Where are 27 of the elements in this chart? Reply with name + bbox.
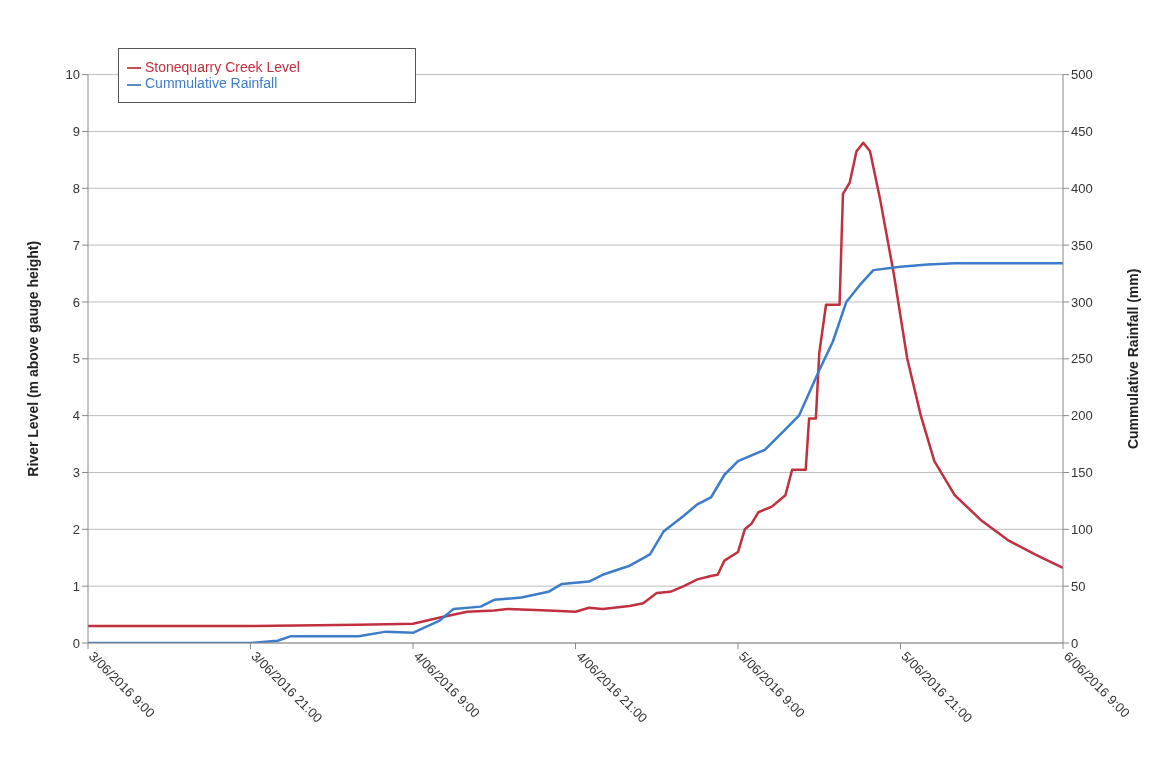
y2-tick-label: 450 xyxy=(1071,124,1093,140)
y2-tick-label: 400 xyxy=(1071,180,1093,196)
y2-tick-label: 250 xyxy=(1071,351,1093,367)
y-tick-label: 0 xyxy=(72,635,80,651)
line-series xyxy=(88,141,1063,628)
y-tick-label: 1 xyxy=(72,578,80,594)
y-tick-label: 7 xyxy=(72,237,80,253)
legend-label: Cummulative Rainfall xyxy=(145,75,278,92)
y-axis-title: River Level (m above gauge height) xyxy=(24,240,41,477)
y2-tick-label: 200 xyxy=(1071,408,1093,424)
y2-tick-label: 350 xyxy=(1071,237,1093,253)
y2-tick-label: 150 xyxy=(1071,465,1093,481)
y2-tick-label: 0 xyxy=(1071,635,1079,651)
y-tick-label: 8 xyxy=(72,180,80,196)
y-tick-label: 9 xyxy=(72,124,80,140)
y2-tick-label: 500 xyxy=(1071,67,1093,83)
y-tick-label: 10 xyxy=(65,67,80,83)
y2-tick-label: 300 xyxy=(1071,294,1093,310)
y-tick-label: 6 xyxy=(72,294,80,310)
y-tick-label: 3 xyxy=(72,465,80,481)
y-tick-label: 4 xyxy=(72,408,80,424)
y-tick-label: 2 xyxy=(72,521,80,537)
legend-label: Stonequarry Creek Level xyxy=(145,59,300,75)
y2-tick-label: 100 xyxy=(1071,521,1093,537)
y-tick-label: 5 xyxy=(72,351,80,367)
y2-tick-label: 50 xyxy=(1071,578,1086,594)
y2-axis-title: Cummulative Rainfall (mm) xyxy=(1124,268,1141,450)
